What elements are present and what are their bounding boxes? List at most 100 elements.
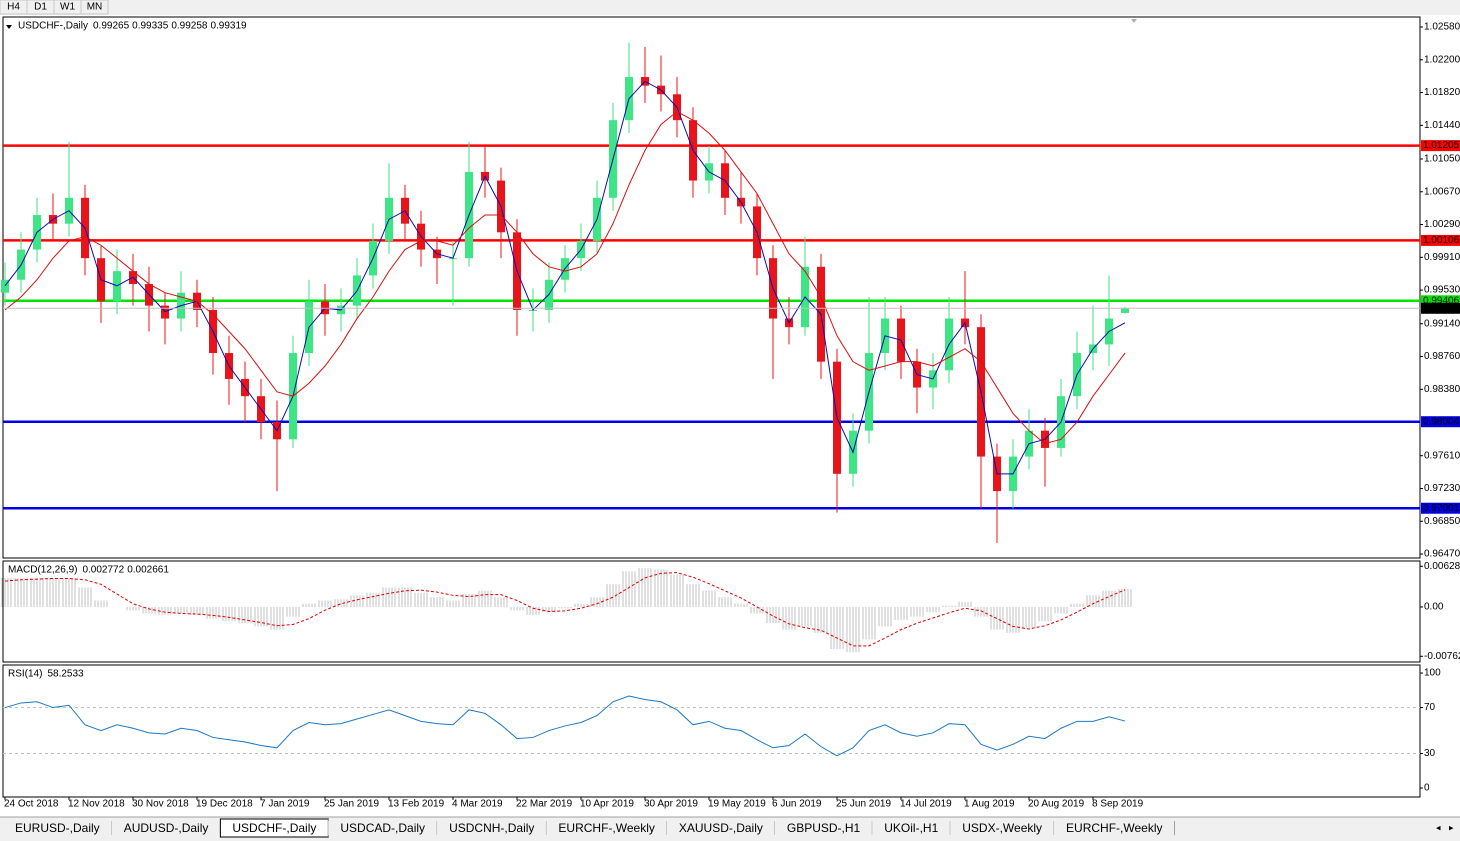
symbol-tab[interactable]: USDCNH-,Daily bbox=[437, 819, 547, 837]
symbol-tab[interactable]: USDCHF-,Daily bbox=[219, 818, 329, 838]
x-tick-label: 19 Dec 2018 bbox=[196, 799, 253, 810]
level-price-box bbox=[1421, 416, 1460, 428]
y-tick-label: 1.00670 bbox=[1424, 186, 1460, 197]
tab-label[interactable]: D1 bbox=[34, 2, 47, 13]
x-tick-label: 22 Mar 2019 bbox=[516, 799, 573, 810]
macd-panel-frame bbox=[2, 560, 1421, 663]
shift-marker bbox=[1131, 19, 1137, 23]
panel-value: 0.002661 bbox=[127, 565, 169, 576]
level-price-label: 1.00106 bbox=[1423, 235, 1460, 246]
x-tick-label: 19 May 2019 bbox=[708, 799, 766, 810]
tab-box[interactable] bbox=[328, 819, 438, 837]
candle-body bbox=[1, 279, 9, 293]
tab-box[interactable] bbox=[774, 819, 873, 837]
tab-label[interactable]: USDX-,Weekly bbox=[962, 821, 1042, 835]
tab-box[interactable] bbox=[80, 0, 109, 15]
tab-label[interactable]: AUDUSD-,Daily bbox=[124, 821, 209, 835]
y-tick-label: 0.96470 bbox=[1424, 549, 1460, 560]
x-tick-label: 8 Sep 2019 bbox=[1092, 799, 1144, 810]
level-price-label: 1.01205 bbox=[1423, 140, 1460, 151]
y-tick-label: 1.02200 bbox=[1424, 54, 1460, 65]
level-price-box bbox=[1421, 295, 1460, 307]
tab-label[interactable]: MN bbox=[87, 2, 103, 13]
y-tick-label: 1.01820 bbox=[1424, 87, 1460, 98]
tab-box[interactable] bbox=[437, 819, 547, 837]
symbol-tab[interactable]: USDX-,Weekly bbox=[950, 819, 1055, 837]
y-tick-label: -0.00762 bbox=[1424, 651, 1460, 662]
y-tick-label: 0.00 bbox=[1424, 602, 1444, 613]
panel-value: 0.99258 bbox=[171, 21, 208, 32]
tab-label[interactable]: USDCAD-,Daily bbox=[340, 821, 425, 835]
symbol-tab[interactable]: GBPUSD-,H1 bbox=[774, 819, 873, 837]
x-tick-label: 7 Jan 2019 bbox=[260, 799, 310, 810]
tab-box[interactable] bbox=[111, 819, 221, 837]
y-tick-label: 0.97230 bbox=[1424, 483, 1460, 494]
tab-box[interactable] bbox=[950, 819, 1055, 837]
scroll-right[interactable]: ▸ bbox=[1449, 822, 1454, 832]
symbol-tab[interactable]: EURUSD-,Daily bbox=[3, 819, 113, 837]
x-tick-label: 6 Jun 2019 bbox=[772, 799, 822, 810]
tab-label[interactable]: EURCHF-,Weekly bbox=[558, 821, 654, 835]
y-tick-label: 0.96850 bbox=[1424, 516, 1460, 527]
x-tick-label: 13 Feb 2019 bbox=[388, 799, 445, 810]
rsi-line bbox=[4, 695, 1126, 757]
rsi-panel-frame bbox=[2, 664, 1421, 798]
tab-label[interactable]: USDCHF-,Daily bbox=[232, 821, 316, 835]
x-tick-label: 30 Apr 2019 bbox=[644, 799, 698, 810]
tab-box[interactable] bbox=[666, 819, 775, 837]
tab-label[interactable]: UKOil-,H1 bbox=[884, 821, 938, 835]
symbol-tab[interactable]: AUDUSD-,Daily bbox=[111, 819, 221, 837]
panel-value: 0.002772 bbox=[82, 565, 124, 576]
symbol-tab[interactable]: EURCHF-,Weekly bbox=[546, 819, 668, 837]
panel-value: 0.99335 bbox=[132, 21, 169, 32]
y-tick-label: 0.98760 bbox=[1424, 351, 1460, 362]
tab-box[interactable] bbox=[872, 819, 951, 837]
panel-title: USDCHF-,Daily bbox=[18, 21, 88, 32]
current-price-box bbox=[1421, 302, 1460, 314]
symbol-tab[interactable]: USDCAD-,Daily bbox=[328, 819, 438, 837]
y-tick-label: 0.99140 bbox=[1424, 318, 1460, 329]
timeframe-tab[interactable]: W1 bbox=[53, 0, 82, 15]
tab-label[interactable]: EURUSD-,Daily bbox=[15, 821, 100, 835]
tab-label[interactable]: W1 bbox=[60, 2, 75, 13]
moving-average-line bbox=[4, 110, 1126, 445]
x-tick-label: 20 Aug 2019 bbox=[1028, 799, 1085, 810]
tab-box[interactable] bbox=[3, 819, 112, 837]
x-tick-label: 4 Mar 2019 bbox=[452, 799, 503, 810]
tab-label[interactable]: EURCHF-,Weekly bbox=[1066, 821, 1162, 835]
x-tick-label: 12 Nov 2018 bbox=[68, 799, 125, 810]
tab-label[interactable]: H4 bbox=[7, 2, 20, 13]
x-tick-label: 10 Apr 2019 bbox=[580, 799, 634, 810]
tab-label[interactable]: GBPUSD-,H1 bbox=[787, 821, 861, 835]
tab-box[interactable] bbox=[1054, 819, 1175, 837]
timeframe-tab[interactable]: D1 bbox=[26, 0, 55, 15]
y-tick-label: 0.006286 bbox=[1424, 561, 1460, 572]
level-price-label: 0.99406 bbox=[1423, 295, 1460, 306]
y-tick-label: 0.98380 bbox=[1424, 384, 1460, 395]
current-price-label: 0.99319 bbox=[1423, 303, 1460, 314]
tab-label[interactable]: XAUUSD-,Daily bbox=[679, 821, 763, 835]
scroll-left[interactable]: ◂ bbox=[1436, 822, 1441, 832]
y-tick-label: 0 bbox=[1424, 783, 1430, 794]
panel-title: RSI(14) bbox=[8, 669, 42, 680]
timeframe-tab[interactable]: H4 bbox=[0, 0, 28, 15]
level-price-box bbox=[1421, 234, 1460, 246]
level-price-box bbox=[1421, 140, 1460, 152]
timeframe-tab[interactable]: MN bbox=[80, 0, 109, 15]
symbol-tab[interactable]: XAUUSD-,Daily bbox=[666, 819, 776, 837]
top-toolbar bbox=[0, 0, 1460, 15]
y-tick-label: 1.01440 bbox=[1424, 120, 1460, 131]
symbol-tab[interactable]: EURCHF-,Weekly bbox=[1054, 819, 1175, 837]
tab-box[interactable] bbox=[546, 819, 667, 837]
panel-value: 0.99319 bbox=[210, 21, 247, 32]
symbol-tab[interactable]: UKOil-,H1 bbox=[872, 819, 951, 837]
moving-average-line bbox=[4, 80, 1126, 475]
y-tick-label: 1.01050 bbox=[1424, 154, 1460, 165]
x-tick-label: 25 Jun 2019 bbox=[836, 799, 891, 810]
panel-value: 58.2533 bbox=[47, 669, 84, 680]
panel-menu-arrow[interactable] bbox=[6, 25, 12, 29]
x-tick-label: 30 Nov 2018 bbox=[132, 799, 189, 810]
tab-label[interactable]: USDCNH-,Daily bbox=[449, 821, 534, 835]
y-tick-label: 0.99910 bbox=[1424, 252, 1460, 263]
